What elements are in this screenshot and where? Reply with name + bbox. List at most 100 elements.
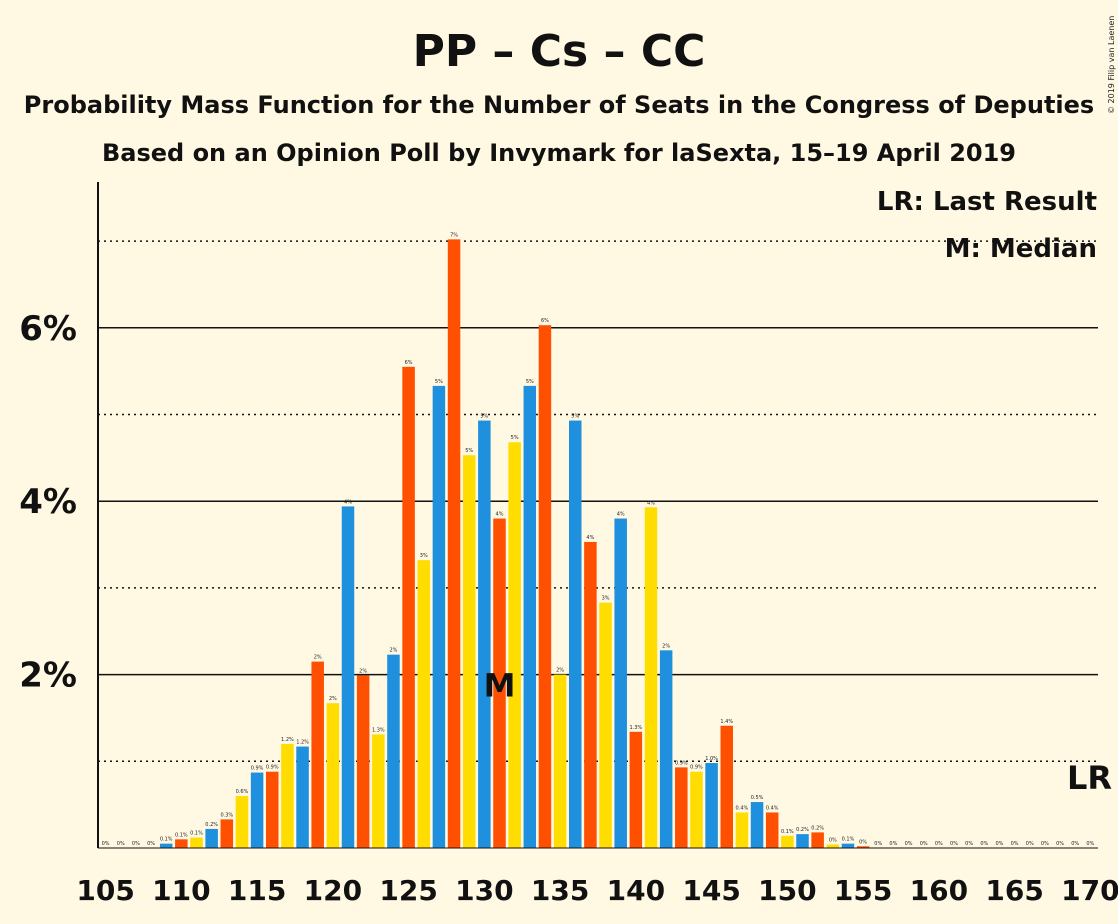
bar-seat-138 [599,602,612,848]
x-tick-label: 120 [304,874,362,907]
bar-label-seat-115: 0.9% [251,766,264,772]
bar-label-seat-147: 0.4% [736,805,749,811]
bar-label-seat-110: 0.1% [175,832,188,838]
bar-seat-151 [796,834,809,848]
bar-seat-127 [432,385,446,848]
bar-label-seat-138: 3% [602,596,610,602]
y-tick-label: 4% [19,482,77,522]
bar-seat-114 [235,795,249,848]
bar-seat-116 [266,771,279,848]
bar-label-seat-163: 0% [980,841,988,847]
bar-label-seat-117: 1.2% [281,737,294,743]
bar-label-seat-120: 2% [329,696,337,702]
copyright-text: © 2019 Filip van Laenen [1107,16,1116,114]
bar-label-seat-166: 0% [1026,841,1034,847]
y-tick-label: 6% [19,309,77,349]
bar-seat-121 [341,506,355,848]
bar-label-seat-127: 5% [435,379,443,385]
bar-label-seat-164: 0% [995,841,1003,847]
bar-seat-140 [629,731,643,848]
x-tick-label: 145 [682,874,740,907]
bar-label-seat-121: 4% [344,499,352,505]
bar-label-seat-135: 2% [556,668,564,674]
bar-seat-122 [356,675,370,848]
bar-seat-130 [478,420,491,848]
bar-label-seat-140: 1.3% [629,725,642,731]
bar-seat-152 [811,832,824,848]
bar-seat-115 [250,772,264,848]
bar-value-labels: 0% 0% 0% 0%0.1%0.1% 0.1%0.2%0.3%0.6%0.9% 0.9%… [102,232,1095,847]
bar-seat-123 [372,734,385,848]
bar-label-seat-167: 0% [1041,841,1049,847]
x-tick-label: 130 [455,874,513,907]
bar-label-seat-146: 1.4% [720,719,733,725]
bar-label-seat-153: 0% [829,838,837,844]
bar-seat-124 [387,654,400,848]
bar-label-seat-137: 4% [586,535,594,541]
bar-label-seat-132: 5% [511,435,519,441]
bar-label-seat-124: 2% [389,648,397,654]
bar-label-seat-107: 0% [132,841,140,847]
x-tick-label: 135 [531,874,589,907]
x-tick-label: 160 [910,874,968,907]
bar-seat-153 [826,844,840,848]
grid-lines [98,240,1098,763]
bars-group [159,239,870,849]
bar-seat-113 [220,819,234,848]
bar-seat-155 [856,846,870,848]
x-tick-label: 170 [1061,874,1118,907]
chart-title: PP – Cs – CC [413,26,706,77]
bar-label-seat-152: 0.2% [811,825,824,831]
last-result-marker: LR [1067,759,1112,797]
bar-seat-136 [569,420,582,848]
bar-label-seat-130: 5% [480,414,488,420]
x-tick-label: 125 [379,874,437,907]
bar-label-seat-111: 0.1% [190,831,203,837]
x-tick-label: 165 [985,874,1043,907]
bar-label-seat-126: 3% [420,553,428,559]
bar-seat-143 [675,767,688,848]
bar-seat-146 [720,725,733,848]
bar-seat-133 [523,385,537,848]
bar-seat-110 [175,839,188,848]
bar-seat-112 [205,828,218,848]
bar-label-seat-112: 0.2% [205,822,218,828]
bar-seat-148 [750,802,764,848]
bar-label-seat-134: 6% [541,318,549,324]
bar-label-seat-155: 0% [859,839,867,845]
bar-label-seat-116: 0.9% [266,765,279,771]
bar-label-seat-113: 0.3% [220,812,233,818]
bar-label-seat-108: 0% [147,841,155,847]
bar-label-seat-128: 7% [450,232,458,238]
bar-label-seat-122: 2% [359,668,367,674]
bar-label-seat-160: 0% [935,841,943,847]
x-tick-label: 115 [228,874,286,907]
bar-seat-128 [447,239,461,849]
x-tick-label: 155 [834,874,892,907]
bar-label-seat-136: 5% [571,414,579,420]
bar-label-seat-144: 0.9% [690,765,703,771]
bar-seat-139 [614,518,627,848]
bar-seat-131 [493,518,506,848]
bar-label-seat-168: 0% [1056,841,1064,847]
chart-subtitle-poll: Based on an Opinion Poll by Invymark for… [102,139,1016,167]
bar-label-seat-169: 0% [1071,841,1079,847]
bar-label-seat-170: 0% [1086,841,1094,847]
bar-seat-141 [644,507,658,848]
chart-subtitle: Probability Mass Function for the Number… [24,91,1094,119]
legend-last-result: LR: Last Result [877,187,1097,217]
bar-label-seat-162: 0% [965,841,973,847]
bar-label-seat-125: 6% [405,360,413,366]
bar-label-seat-118: 1.2% [296,740,309,746]
bar-label-seat-159: 0% [920,841,928,847]
bar-seat-144 [690,771,703,848]
bar-label-seat-123: 1.3% [372,727,385,733]
median-marker: M [484,666,516,704]
bar-label-seat-143: 0.9% [675,760,688,766]
bar-seat-126 [417,560,430,848]
bar-seat-111 [190,837,203,848]
bar-label-seat-158: 0% [905,841,913,847]
bar-seat-145 [705,763,718,848]
bar-label-seat-149: 0.4% [766,805,779,811]
bar-label-seat-133: 5% [526,379,534,385]
